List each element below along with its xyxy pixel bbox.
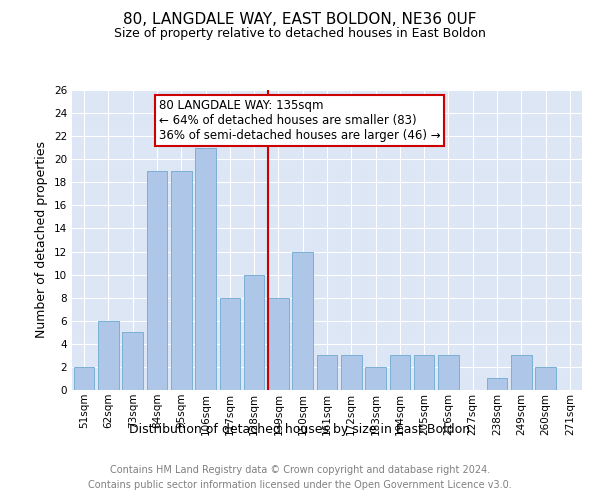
- Text: Contains public sector information licensed under the Open Government Licence v3: Contains public sector information licen…: [88, 480, 512, 490]
- Bar: [74, 367, 94, 390]
- Bar: [122, 332, 143, 390]
- Text: Distribution of detached houses by size in East Boldon: Distribution of detached houses by size …: [130, 422, 470, 436]
- Bar: [438, 356, 459, 390]
- Bar: [511, 356, 532, 390]
- Bar: [317, 356, 337, 390]
- Bar: [365, 367, 386, 390]
- Bar: [146, 171, 167, 390]
- Bar: [341, 356, 362, 390]
- Text: Contains HM Land Registry data © Crown copyright and database right 2024.: Contains HM Land Registry data © Crown c…: [110, 465, 490, 475]
- Bar: [487, 378, 508, 390]
- Bar: [414, 356, 434, 390]
- Text: 80, LANGDALE WAY, EAST BOLDON, NE36 0UF: 80, LANGDALE WAY, EAST BOLDON, NE36 0UF: [123, 12, 477, 28]
- Y-axis label: Number of detached properties: Number of detached properties: [35, 142, 49, 338]
- Bar: [171, 171, 191, 390]
- Bar: [268, 298, 289, 390]
- Bar: [292, 252, 313, 390]
- Bar: [98, 321, 119, 390]
- Bar: [535, 367, 556, 390]
- Bar: [389, 356, 410, 390]
- Bar: [244, 274, 265, 390]
- Bar: [220, 298, 240, 390]
- Text: Size of property relative to detached houses in East Boldon: Size of property relative to detached ho…: [114, 28, 486, 40]
- Bar: [195, 148, 216, 390]
- Text: 80 LANGDALE WAY: 135sqm
← 64% of detached houses are smaller (83)
36% of semi-de: 80 LANGDALE WAY: 135sqm ← 64% of detache…: [158, 99, 440, 142]
